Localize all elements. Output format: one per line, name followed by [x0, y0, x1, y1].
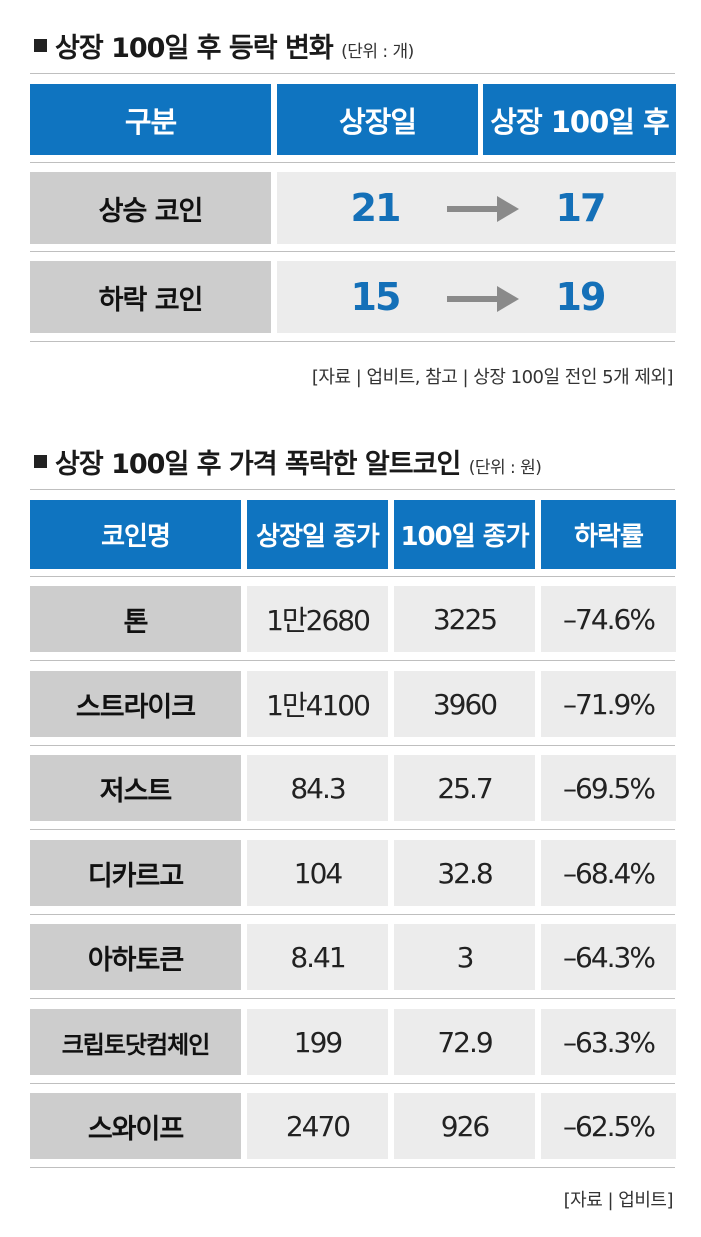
- listing-close: 84.3: [247, 755, 388, 821]
- section2-source: [자료 | 업비트]: [563, 1190, 674, 1211]
- header-category: 구분: [30, 84, 271, 155]
- listing-close: 1만4100: [247, 671, 388, 737]
- header-listing-day: 상장일: [277, 84, 478, 155]
- rising-listing-count: 21: [350, 186, 402, 230]
- header-listing-close: 상장일 종가: [247, 500, 388, 569]
- day100-close: 3960: [394, 671, 535, 737]
- section1-unit: (단위 : 개): [341, 42, 414, 62]
- coin-name: 디카르고: [30, 840, 241, 906]
- section2-title-text: 상장 100일 후 가격 폭락한 알트코인: [55, 449, 461, 480]
- divider: [30, 914, 675, 915]
- divider: [30, 251, 675, 252]
- day100-close: 25.7: [394, 755, 535, 821]
- black-square-icon: [34, 39, 47, 52]
- section2-title: 상장 100일 후 가격 폭락한 알트코인 (단위 : 원): [34, 442, 542, 481]
- decline-rate: –63.3%: [541, 1009, 676, 1075]
- rising-after100-count: 17: [555, 186, 607, 230]
- listing-close: 2470: [247, 1093, 388, 1159]
- coin-name: 톤: [30, 586, 241, 652]
- section1-title-text: 상장 100일 후 등락 변화: [55, 33, 334, 64]
- section2-unit: (단위 : 원): [468, 458, 542, 478]
- divider: [30, 829, 675, 830]
- day100-close: 3: [394, 924, 535, 990]
- right-arrow-icon: [447, 196, 519, 222]
- black-square-icon: [34, 455, 47, 468]
- header-after-100-days: 상장 100일 후: [483, 84, 676, 155]
- listing-close: 199: [247, 1009, 388, 1075]
- section1-title: 상장 100일 후 등락 변화 (단위 : 개): [34, 26, 414, 65]
- divider: [30, 489, 675, 490]
- falling-after100-count: 19: [555, 275, 607, 319]
- decline-rate: –71.9%: [541, 671, 676, 737]
- header-day100-close: 100일 종가: [394, 500, 535, 569]
- coin-name: 저스트: [30, 755, 241, 821]
- header-decline-rate: 하락률: [541, 500, 676, 569]
- divider: [30, 576, 675, 577]
- row-label-rising: 상승 코인: [30, 172, 271, 244]
- decline-rate: –62.5%: [541, 1093, 676, 1159]
- section1-source: [자료 | 업비트, 참고 | 상장 100일 전인 5개 제외]: [311, 367, 674, 388]
- divider: [30, 745, 675, 746]
- decline-rate: –68.4%: [541, 840, 676, 906]
- coin-name: 스와이프: [30, 1093, 241, 1159]
- divider: [30, 73, 675, 74]
- day100-close: 926: [394, 1093, 535, 1159]
- divider: [30, 998, 675, 999]
- right-arrow-icon: [447, 286, 519, 312]
- coin-name: 스트라이크: [30, 671, 241, 737]
- decline-rate: –74.6%: [541, 586, 676, 652]
- divider: [30, 341, 675, 342]
- header-coin-name: 코인명: [30, 500, 241, 569]
- divider: [30, 1167, 675, 1168]
- listing-close: 104: [247, 840, 388, 906]
- day100-close: 3225: [394, 586, 535, 652]
- divider: [30, 162, 675, 163]
- coin-name: 크립토닷컴체인: [30, 1009, 241, 1075]
- listing-close: 8.41: [247, 924, 388, 990]
- row-label-falling: 하락 코인: [30, 261, 271, 333]
- day100-close: 32.8: [394, 840, 535, 906]
- listing-close: 1만2680: [247, 586, 388, 652]
- divider: [30, 1083, 675, 1084]
- day100-close: 72.9: [394, 1009, 535, 1075]
- falling-listing-count: 15: [350, 275, 402, 319]
- decline-rate: –69.5%: [541, 755, 676, 821]
- decline-rate: –64.3%: [541, 924, 676, 990]
- coin-name: 아하토큰: [30, 924, 241, 990]
- divider: [30, 660, 675, 661]
